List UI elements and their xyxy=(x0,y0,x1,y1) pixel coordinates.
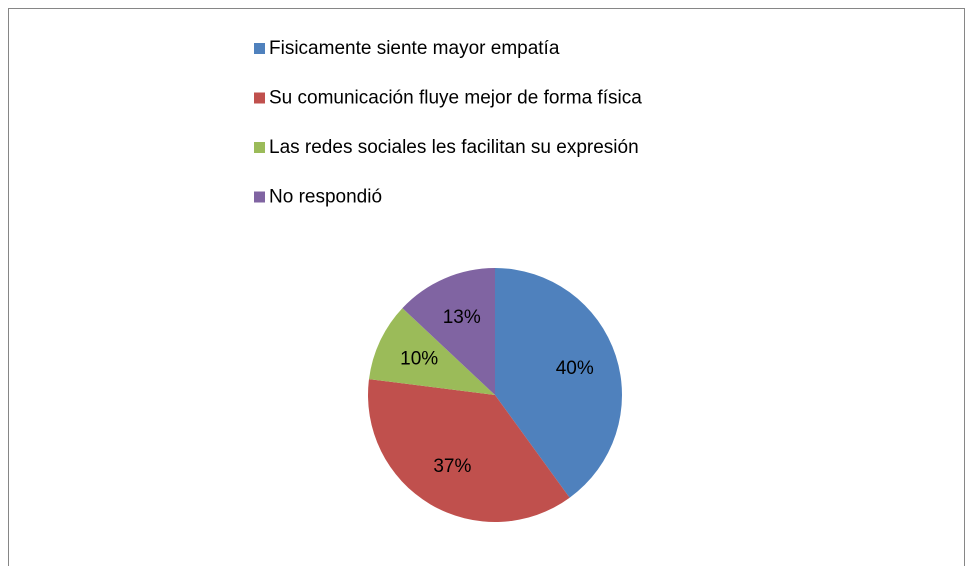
legend-label: Las redes sociales les facilitan su expr… xyxy=(269,137,639,158)
data-label: 40% xyxy=(556,358,594,379)
pie-slice xyxy=(402,268,495,395)
legend-swatch xyxy=(254,142,265,153)
pie-slice xyxy=(368,379,570,522)
legend-label: Su comunicación fluye mejor de forma fís… xyxy=(269,88,642,109)
legend-label: Fisicamente siente mayor empatía xyxy=(269,38,560,59)
data-label: 37% xyxy=(433,456,471,477)
legend-swatch xyxy=(254,191,265,203)
legend-label: No respondió xyxy=(269,187,382,208)
legend-swatch xyxy=(254,92,265,104)
pie-slice xyxy=(369,308,495,395)
legend-swatch xyxy=(254,43,265,54)
data-label: 10% xyxy=(400,348,438,369)
data-label: 13% xyxy=(443,307,481,328)
pie-slice xyxy=(495,268,622,498)
